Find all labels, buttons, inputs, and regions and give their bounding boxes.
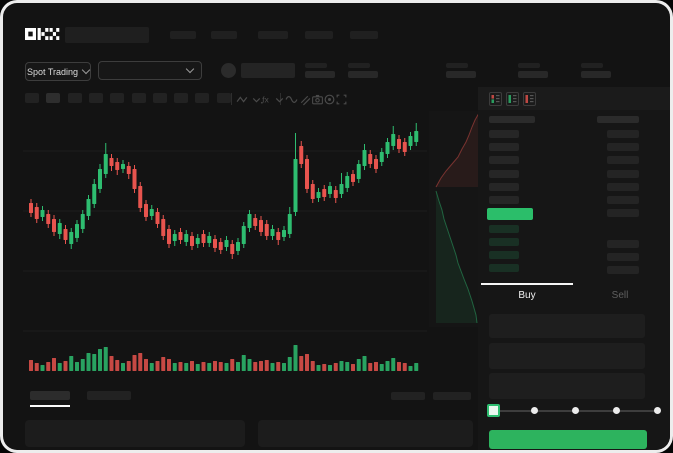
stat-label-skeleton bbox=[305, 63, 327, 68]
market-type-label: Spot Trading bbox=[26, 66, 79, 77]
ask-price-skeleton bbox=[489, 156, 519, 165]
bid-amount-skeleton bbox=[607, 253, 639, 261]
bid-price-skeleton bbox=[489, 238, 519, 246]
bottom-link-skeleton[interactable] bbox=[433, 392, 471, 400]
chevron-down-icon[interactable] bbox=[250, 93, 263, 106]
book-asks-icon[interactable] bbox=[523, 92, 536, 106]
bottom-tab-skeleton[interactable] bbox=[87, 391, 131, 400]
candlestick-chart[interactable] bbox=[23, 111, 427, 377]
ask-amount-skeleton bbox=[607, 143, 639, 152]
order-amount-field[interactable] bbox=[489, 343, 645, 369]
stat-label-skeleton bbox=[581, 63, 603, 68]
stat-value-skeleton bbox=[348, 71, 378, 78]
slider-dot[interactable] bbox=[572, 407, 579, 414]
bottom-panel bbox=[25, 420, 245, 447]
chevron-down-icon bbox=[185, 64, 195, 74]
bottom-tab-active-skeleton[interactable] bbox=[30, 391, 70, 400]
amount-slider-handle[interactable] bbox=[487, 404, 500, 417]
stat-label-skeleton bbox=[348, 63, 370, 68]
ask-price-skeleton bbox=[489, 196, 519, 204]
okx-logo[interactable] bbox=[25, 28, 60, 40]
nav-item-skeleton[interactable] bbox=[258, 31, 288, 39]
slider-dot[interactable] bbox=[613, 407, 620, 414]
nav-item-skeleton[interactable] bbox=[211, 31, 237, 39]
timeframe-slot[interactable] bbox=[131, 93, 146, 103]
svg-text:fx: fx bbox=[262, 95, 269, 105]
header-search-skeleton bbox=[65, 27, 149, 43]
bid-amount-skeleton bbox=[607, 266, 639, 274]
function-icon[interactable]: fx bbox=[261, 93, 275, 106]
bottom-link-skeleton[interactable] bbox=[391, 392, 425, 400]
bid-amount-skeleton bbox=[607, 240, 639, 248]
depth-chart[interactable] bbox=[429, 111, 481, 327]
ask-price-skeleton bbox=[489, 169, 519, 178]
timeframe-slot[interactable] bbox=[195, 93, 210, 103]
bid-amount-skeleton bbox=[607, 209, 639, 217]
timeframe-slot[interactable] bbox=[152, 93, 167, 103]
settings-icon[interactable] bbox=[323, 93, 336, 106]
ask-amount-skeleton bbox=[607, 130, 639, 138]
active-tab-indicator bbox=[481, 283, 573, 285]
nav-item-skeleton[interactable] bbox=[170, 31, 196, 39]
stat-label-skeleton bbox=[518, 63, 540, 68]
pair-icon-skeleton bbox=[221, 63, 236, 78]
timeframe-slot[interactable] bbox=[110, 93, 125, 103]
stat-value-skeleton bbox=[581, 71, 611, 78]
order-price-field[interactable] bbox=[489, 314, 645, 338]
ask-amount-skeleton bbox=[607, 182, 639, 191]
bottom-panel bbox=[258, 420, 473, 447]
market-type-selector[interactable]: Spot Trading bbox=[25, 62, 91, 81]
timeframe-slot[interactable] bbox=[174, 93, 189, 103]
timeframe-slot[interactable] bbox=[67, 93, 82, 103]
nav-item-skeleton[interactable] bbox=[305, 31, 333, 39]
chevron-down-icon[interactable] bbox=[273, 93, 286, 106]
order-total-field[interactable] bbox=[489, 373, 645, 399]
bid-price-skeleton bbox=[489, 225, 519, 233]
slider-dot[interactable] bbox=[531, 407, 538, 414]
ask-price-skeleton bbox=[489, 130, 519, 138]
stat-value-skeleton bbox=[446, 71, 476, 78]
last-price-highlight bbox=[487, 208, 533, 220]
stat-value-skeleton bbox=[305, 71, 335, 78]
timeframe-slot[interactable] bbox=[216, 93, 231, 103]
tab-sell[interactable]: Sell bbox=[611, 290, 629, 301]
toolbar-divider bbox=[280, 93, 281, 105]
book-combined-icon[interactable] bbox=[489, 92, 502, 106]
eraser-icon[interactable] bbox=[298, 93, 311, 106]
pair-selector-dropdown[interactable] bbox=[98, 61, 202, 80]
app-window: Spot Trading fx Buy Sell bbox=[3, 3, 670, 450]
bottom-tab-underline bbox=[30, 405, 70, 407]
ask-price-skeleton bbox=[489, 143, 519, 152]
timeframe-slot[interactable] bbox=[88, 93, 103, 103]
orderbook-col-header-skeleton bbox=[597, 116, 639, 123]
ask-amount-skeleton bbox=[607, 196, 639, 204]
book-bids-icon[interactable] bbox=[506, 92, 519, 106]
bid-price-skeleton bbox=[489, 264, 519, 272]
timeframe-slot[interactable] bbox=[25, 93, 39, 103]
toolbar-divider bbox=[231, 93, 232, 105]
tab-buy[interactable]: Buy bbox=[518, 290, 536, 301]
chevron-down-icon bbox=[81, 65, 91, 75]
bid-price-skeleton bbox=[489, 251, 519, 259]
stat-value-skeleton bbox=[518, 71, 548, 78]
ask-amount-skeleton bbox=[607, 156, 639, 165]
zigzag-icon[interactable] bbox=[236, 93, 249, 106]
camera-icon[interactable] bbox=[311, 93, 324, 106]
timeframe-slot[interactable] bbox=[46, 93, 61, 103]
nav-item-skeleton[interactable] bbox=[350, 31, 378, 39]
wave-icon[interactable] bbox=[285, 93, 298, 106]
pair-name-skeleton bbox=[241, 63, 295, 78]
fullscreen-icon[interactable] bbox=[335, 93, 348, 106]
stat-label-skeleton bbox=[446, 63, 468, 68]
slider-dot[interactable] bbox=[654, 407, 661, 414]
buy-submit-button[interactable] bbox=[489, 430, 647, 449]
ask-amount-skeleton bbox=[607, 169, 639, 178]
orderbook-col-header-skeleton bbox=[489, 116, 535, 123]
ask-price-skeleton bbox=[489, 182, 519, 191]
